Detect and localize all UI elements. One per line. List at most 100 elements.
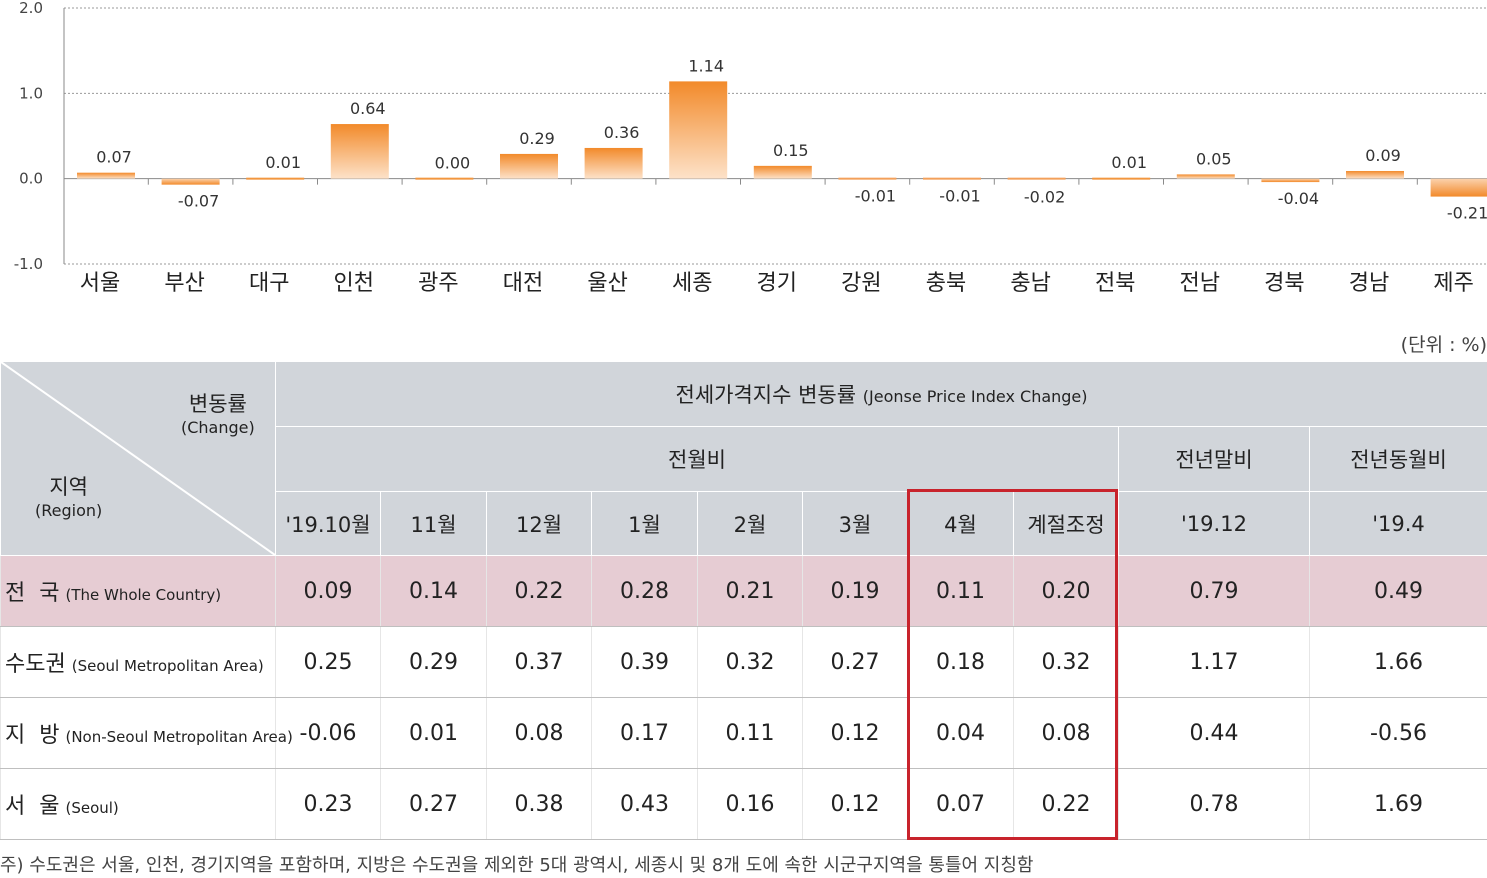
footnote: 주) 수도권은 서울, 인천, 경기지역을 포함하며, 지방은 수도권을 제외한… xyxy=(0,855,1034,876)
table-cell: 0.04 xyxy=(907,697,1014,769)
table-cell: 0.01 xyxy=(380,697,487,769)
category-label: 울산 xyxy=(587,271,627,296)
data-label: 0.64 xyxy=(350,99,386,118)
table-cell: 0.23 xyxy=(275,768,381,840)
table-cell: 0.43 xyxy=(591,768,698,840)
category-label: 인천 xyxy=(334,271,374,296)
bar xyxy=(415,177,474,180)
region-name: 서 울 xyxy=(5,794,60,819)
bar xyxy=(1261,178,1320,183)
table-cell: 1.17 xyxy=(1118,626,1310,698)
category-label: 전북 xyxy=(1095,271,1135,296)
table-cell: 0.39 xyxy=(591,626,698,698)
bar xyxy=(1430,178,1487,197)
category-label: 전남 xyxy=(1180,271,1220,296)
data-label: -0.01 xyxy=(939,187,980,206)
bar xyxy=(923,177,981,180)
bar xyxy=(161,178,220,185)
column-header: '19.10월 xyxy=(275,491,381,556)
table-cell: -0.56 xyxy=(1308,697,1487,769)
region-name-english: (Seoul) xyxy=(65,799,119,817)
data-label: 0.09 xyxy=(1365,146,1401,165)
bar xyxy=(838,177,897,180)
bar xyxy=(246,177,305,180)
group-header-yoy: 전년동월비 xyxy=(1308,426,1487,492)
category-label: 강원 xyxy=(841,271,881,296)
category-label: 경남 xyxy=(1349,271,1389,296)
table-row: 수도권 (Seoul Metropolitan Area) 0.25 0.29 0.37… xyxy=(0,626,1487,698)
bar xyxy=(1176,174,1235,179)
region-name-english: (Seoul Metropolitan Area) xyxy=(71,657,264,675)
table-cell: 0.16 xyxy=(697,768,803,840)
table-cell: 0.08 xyxy=(1013,697,1119,769)
y-tick-label: 0.0 xyxy=(19,170,43,188)
table-cell: 0.18 xyxy=(907,626,1014,698)
table-cell: 0.27 xyxy=(380,768,487,840)
column-header: '19.4 xyxy=(1308,491,1487,556)
table-row: 지 방 (Non-Seoul Metropolitan Area) -0.06 0.0… xyxy=(0,697,1487,769)
table-cell: 0.22 xyxy=(486,555,592,627)
table-cell: 0.08 xyxy=(486,697,592,769)
table-cell: 0.29 xyxy=(380,626,487,698)
table-cell: 0.79 xyxy=(1118,555,1310,627)
table-cell: 1.66 xyxy=(1308,626,1487,698)
table-cell: 0.38 xyxy=(486,768,592,840)
table-cell: 0.37 xyxy=(486,626,592,698)
category-label: 세종 xyxy=(672,271,712,296)
y-tick-label: 2.0 xyxy=(19,0,43,17)
category-label: 경북 xyxy=(1264,271,1304,296)
data-label: -0.02 xyxy=(1024,187,1065,206)
column-header: 12월 xyxy=(486,491,592,556)
region-cell: 서 울 (Seoul) xyxy=(0,768,276,840)
table-corner-header: 변동률 (Change) 지역 (Region) xyxy=(0,361,276,556)
region-header: 지역 (Region) xyxy=(35,475,103,520)
category-label: 충남 xyxy=(1010,271,1050,296)
table-cell: 0.32 xyxy=(697,626,803,698)
table-cell: 0.09 xyxy=(275,555,381,627)
table-cell: 0.11 xyxy=(907,555,1014,627)
table-title: 전세가격지수 변동률 (Jeonse Price Index Change) xyxy=(274,361,1487,427)
data-label: -0.21 xyxy=(1447,204,1487,223)
data-label: 0.00 xyxy=(435,154,471,173)
bar xyxy=(330,124,389,179)
column-header: 계절조정 xyxy=(1013,491,1119,556)
data-label: 1.14 xyxy=(688,56,724,75)
data-label: -0.04 xyxy=(1278,189,1319,208)
bar-chart: 2.0 1.0 0.0 -1.0 0.07 -0.07 0.01 0.64 0.00 0.29 0… xyxy=(14,0,1487,296)
change-header: 변동률 (Change) xyxy=(181,392,255,437)
table-cell: 0.11 xyxy=(697,697,803,769)
category-label: 대전 xyxy=(503,271,543,296)
table-cell: 0.14 xyxy=(380,555,487,627)
category-label: 제주 xyxy=(1433,271,1473,296)
column-header: '19.12 xyxy=(1118,491,1310,556)
category-label: 서울 xyxy=(80,271,120,296)
data-label: 0.05 xyxy=(1196,149,1232,168)
table-cell: 0.21 xyxy=(697,555,803,627)
column-header: 3월 xyxy=(802,491,908,556)
data-label: 0.36 xyxy=(604,123,640,142)
table-row: 서 울 (Seoul) 0.23 0.27 0.38 0.43 0.16 0.12 0.07 0.… xyxy=(0,768,1487,840)
group-header-monthly: 전월비 xyxy=(275,426,1119,492)
price-index-table: 변동률 (Change) 지역 (Region) 전세가격지수 변동률 (Jeo… xyxy=(0,361,1487,840)
table-cell: 0.07 xyxy=(907,768,1014,840)
bar xyxy=(500,153,558,179)
table-cell: 0.78 xyxy=(1118,768,1310,840)
data-label: 0.29 xyxy=(519,129,555,148)
region-cell: 수도권 (Seoul Metropolitan Area) xyxy=(0,626,276,698)
table-cell: 0.44 xyxy=(1118,697,1310,769)
column-header: 11월 xyxy=(380,491,487,556)
category-label: 광주 xyxy=(418,271,458,296)
column-header: 1월 xyxy=(591,491,698,556)
region-name: 수도권 xyxy=(5,652,66,677)
table-cell: 0.25 xyxy=(275,626,381,698)
bar xyxy=(1007,177,1066,180)
data-label: 0.07 xyxy=(96,148,132,167)
table-cell: 0.12 xyxy=(802,768,908,840)
data-label: -0.01 xyxy=(855,187,896,206)
table-cell: 0.32 xyxy=(1013,626,1119,698)
y-tick-label: -1.0 xyxy=(14,255,43,273)
bar xyxy=(669,81,728,179)
table-cell: 0.17 xyxy=(591,697,698,769)
category-label: 충북 xyxy=(926,271,966,296)
table-cell: 0.12 xyxy=(802,697,908,769)
